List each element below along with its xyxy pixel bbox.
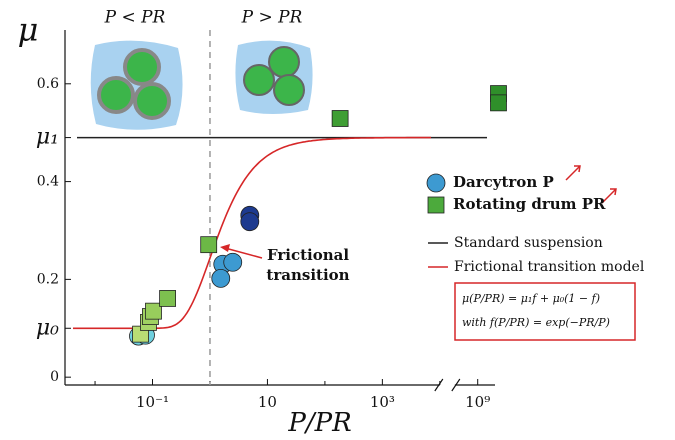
data-point [145,303,161,319]
legend-label: Standard suspension [454,235,603,251]
legend-label: Rotating drum PR [453,195,606,213]
annotation-arrowhead [220,244,230,252]
x-tick-label: 10⁻¹ [136,393,169,411]
axis-break [435,379,460,391]
y-tick-label: μ₁ [36,125,59,150]
annotation: transition [266,266,349,284]
formula: μ(P/PR) = μ₁f + μ₀(1 − f) [462,292,600,305]
y-tick-label: μ₀ [36,315,59,340]
y-tick-label: 0.4 [37,174,59,190]
data-point [224,253,242,271]
legend-label: Frictional transition model [454,259,645,275]
data-point [160,290,176,306]
particle [135,84,169,118]
legend-label: Darcytron P [453,173,554,191]
illustrations [91,41,313,130]
particle [274,75,304,105]
formula: with f(P/PR) = exp(−PR/P) [462,316,610,329]
annotation: Frictional [267,246,349,264]
legend-marker [428,197,444,213]
chart: 0 μ₀ 0.2 0.4 μ₁ 0.6 10⁻¹ 10 10³ 10⁹ μ P/PR P < PR P >… [0,0,675,440]
x-tick-label: 10⁹ [465,393,490,411]
y-axis-label: μ [18,11,39,49]
data-point [201,237,217,253]
y-tick-label: 0 [50,369,59,385]
y-tick-label: 0.6 [37,76,59,92]
data-point [490,95,506,111]
region-label: P < PR [104,8,166,28]
x-tick-label: 10 [258,393,277,411]
data-point [241,213,259,231]
data-point [212,269,230,287]
particle [99,78,133,112]
x-axis-label: P/PR [287,408,351,438]
data-point [332,111,348,127]
particle [125,50,159,84]
region-label: P > PR [241,8,303,28]
y-tick-label: 0.2 [37,271,59,287]
particle [244,65,274,95]
model-curve [73,138,431,329]
x-tick-label: 10³ [370,393,395,411]
legend-arrow [566,166,580,180]
particle [269,47,299,77]
legend-marker [427,174,445,192]
